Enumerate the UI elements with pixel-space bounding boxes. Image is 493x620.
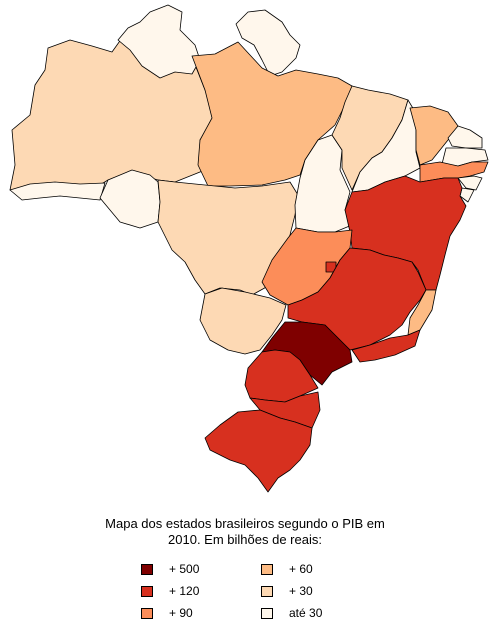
legend-label: até 30 — [289, 606, 323, 620]
legend-swatch — [141, 563, 153, 575]
region-acre[interactable] — [9, 181, 106, 201]
legend-item-500: + 500 — [141, 562, 199, 576]
region-rio-grande-do-norte[interactable] — [447, 125, 483, 149]
legend-label: + 120 — [169, 584, 200, 598]
legend-item-30: + 30 — [261, 584, 313, 598]
legend-swatch — [261, 585, 273, 597]
legend-item-60: + 60 — [261, 562, 313, 576]
region-rio-de-janeiro[interactable] — [351, 329, 421, 363]
region-roraima[interactable] — [117, 4, 201, 79]
legend-label: + 500 — [169, 562, 200, 576]
legend-swatch — [261, 563, 273, 575]
legend-label: + 90 — [169, 606, 193, 620]
region-bahia[interactable] — [344, 175, 467, 291]
legend-item-ate-30: até 30 — [261, 606, 322, 620]
map-caption: Mapa dos estados brasileiros segundo o P… — [105, 516, 385, 547]
legend-swatch — [141, 607, 153, 619]
legend-swatch — [141, 585, 153, 597]
region-ceara[interactable] — [409, 105, 459, 166]
legend-swatch — [261, 607, 273, 619]
legend-item-90: + 90 — [141, 606, 193, 620]
legend-item-120: + 120 — [141, 584, 199, 598]
region-amapa[interactable] — [235, 9, 301, 77]
region-rio-grande-do-sul[interactable] — [204, 409, 313, 493]
region-alagoas[interactable] — [457, 175, 483, 191]
legend-label: + 60 — [289, 562, 313, 576]
legend-label: + 30 — [289, 584, 313, 598]
region-mato-grosso-do-sul[interactable] — [199, 287, 287, 355]
